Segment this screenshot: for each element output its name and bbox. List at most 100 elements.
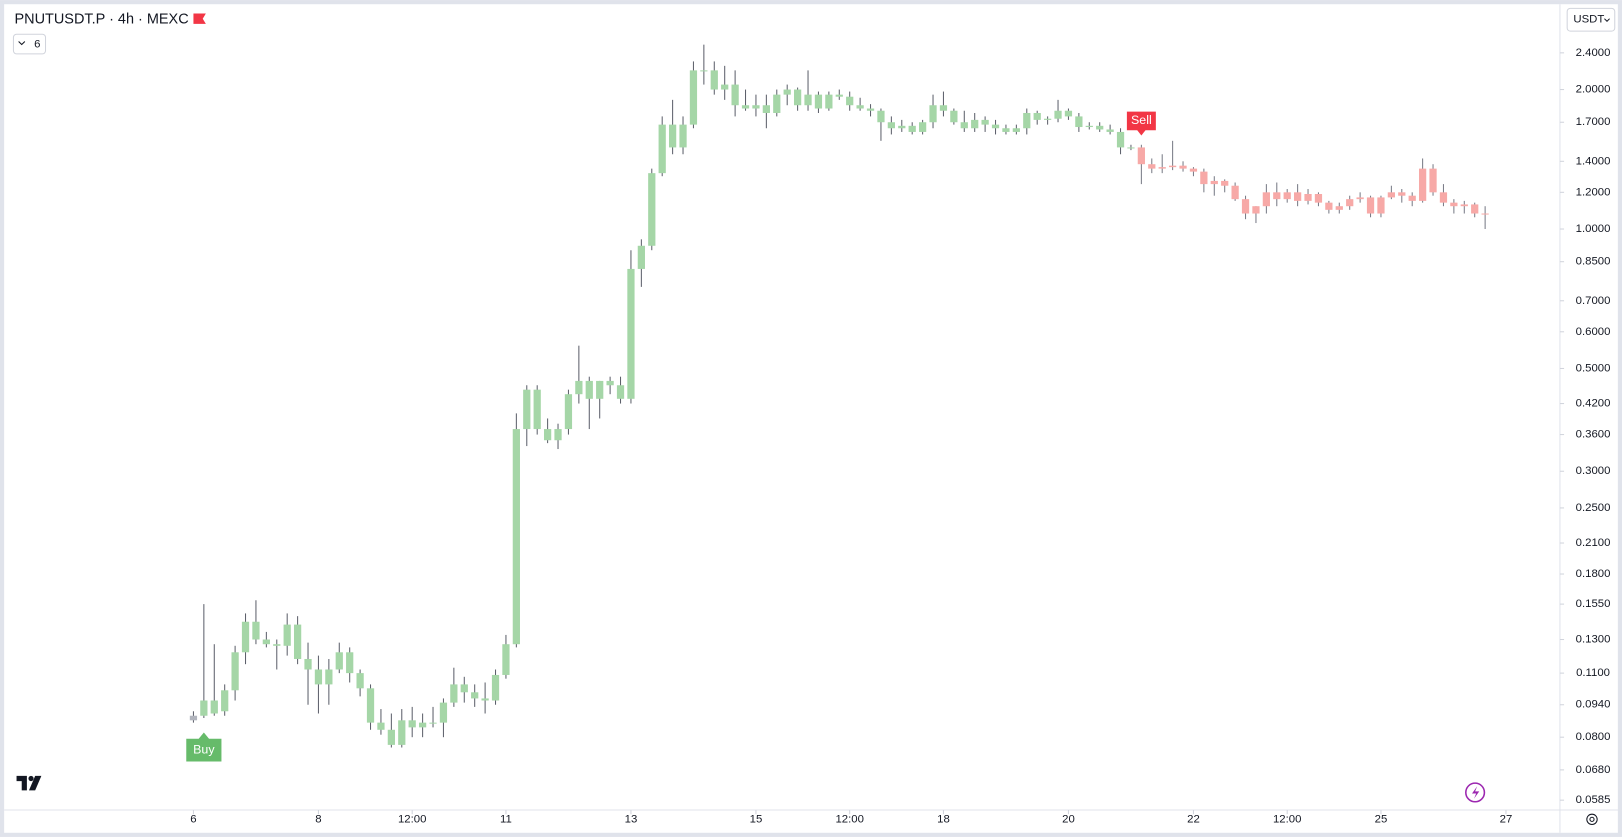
candle-body (1106, 129, 1114, 132)
candle-body (429, 722, 437, 724)
candle-body (1148, 164, 1156, 169)
candle-body (668, 124, 677, 148)
candle-body (887, 122, 895, 129)
candle-body (512, 429, 520, 645)
x-tick-label: 20 (1062, 813, 1075, 825)
y-tick-label: 0.0940 (1576, 699, 1611, 711)
candle-body (616, 385, 625, 399)
indicator-box[interactable] (12, 33, 47, 55)
settings-icon[interactable] (1586, 813, 1598, 826)
y-tick-label: 0.4200 (1576, 398, 1611, 410)
y-tick-label: 0.1100 (1576, 667, 1610, 679)
candle-body (648, 173, 656, 246)
y-tick-label: 2.0000 (1576, 84, 1611, 96)
y-tick-label: 1.0000 (1576, 223, 1611, 235)
candle-body (1366, 197, 1375, 214)
candle-body (752, 105, 760, 109)
candle-body (1179, 165, 1187, 169)
y-tick-label: 0.0680 (1576, 764, 1611, 776)
y-tick-label: 0.3000 (1576, 465, 1611, 477)
signal-0: Buy (186, 732, 222, 762)
logo-part (28, 775, 34, 782)
lightning-icon[interactable] (1465, 782, 1486, 803)
candle-body (971, 119, 979, 129)
candle-body (502, 644, 510, 675)
y-tick-label: 0.1300 (1576, 634, 1611, 646)
candle-body (1127, 147, 1135, 149)
candle-body (1085, 125, 1093, 128)
candle-body (1481, 213, 1489, 215)
y-tick-label: 1.7000 (1576, 116, 1611, 128)
candle-body (866, 108, 875, 111)
candle-body (1398, 192, 1406, 196)
candle-body (1210, 180, 1218, 185)
candle-body (731, 84, 739, 106)
candle-body (356, 673, 364, 689)
indicator-toggle[interactable]: 6 (12, 33, 47, 55)
candle-body (1356, 197, 1364, 200)
candle-body (293, 624, 302, 659)
candle-body (679, 124, 687, 148)
y-tick-label: 0.2500 (1576, 502, 1611, 514)
candle-body (689, 70, 698, 125)
logo-part (28, 775, 42, 791)
candle-body (1002, 128, 1010, 132)
candle-body (408, 720, 416, 728)
x-tick-label: 27 (1500, 813, 1513, 825)
x-tick-label: 18 (937, 813, 950, 825)
candle-body (1064, 110, 1073, 117)
candle-body (1346, 199, 1354, 207)
candle-body (835, 94, 843, 97)
candle-body (741, 105, 750, 109)
candle-body (1241, 199, 1250, 214)
candle-body (523, 389, 531, 430)
candle-body (1273, 192, 1281, 200)
indicator-count: 6 (34, 39, 40, 51)
candle-body (200, 700, 208, 716)
icon-bolt (1472, 786, 1480, 799)
y-tick-label: 0.1800 (1576, 568, 1611, 580)
candle-body (846, 96, 854, 106)
candle-body (793, 89, 802, 106)
candle-body (481, 698, 489, 701)
candle-body (387, 729, 395, 745)
currency-box[interactable] (1566, 7, 1616, 32)
candle-body (1033, 112, 1041, 120)
candle-body (1471, 204, 1479, 214)
x-tick-label: 25 (1375, 813, 1388, 825)
candle-body (1262, 192, 1270, 207)
candle-body (939, 105, 948, 111)
candle-body (460, 684, 468, 693)
currency-button[interactable]: USDT (1566, 7, 1616, 32)
icon-ring[interactable] (1465, 782, 1486, 803)
candle-body (1231, 185, 1239, 200)
candle-body (418, 722, 427, 728)
candle-body (637, 245, 645, 269)
candle-body (564, 394, 573, 430)
candle-body (377, 722, 385, 730)
gear[interactable] (1586, 813, 1598, 826)
candle-body (627, 268, 635, 399)
y-tick-label: 1.4000 (1576, 155, 1611, 167)
candle-body (398, 720, 406, 745)
candle-body (721, 84, 729, 90)
candle-body (1335, 206, 1343, 210)
y-tick-label: 0.3600 (1576, 429, 1611, 441)
candle-body (314, 669, 323, 685)
candle-body (273, 644, 281, 646)
y-tick-label: 0.7000 (1576, 295, 1611, 307)
candle-body (908, 125, 916, 132)
candle-body (1408, 195, 1416, 201)
candle-body (1075, 116, 1083, 128)
currency-label: USDT (1573, 14, 1604, 26)
candle-body (1012, 128, 1020, 132)
candle-body (585, 380, 593, 399)
candle-body (189, 715, 198, 721)
chart-title: PNUTUSDT.P · 4h · MEXC (14, 12, 188, 28)
candle-body (241, 621, 250, 653)
candle-body (325, 669, 333, 685)
candle-body (533, 389, 541, 430)
